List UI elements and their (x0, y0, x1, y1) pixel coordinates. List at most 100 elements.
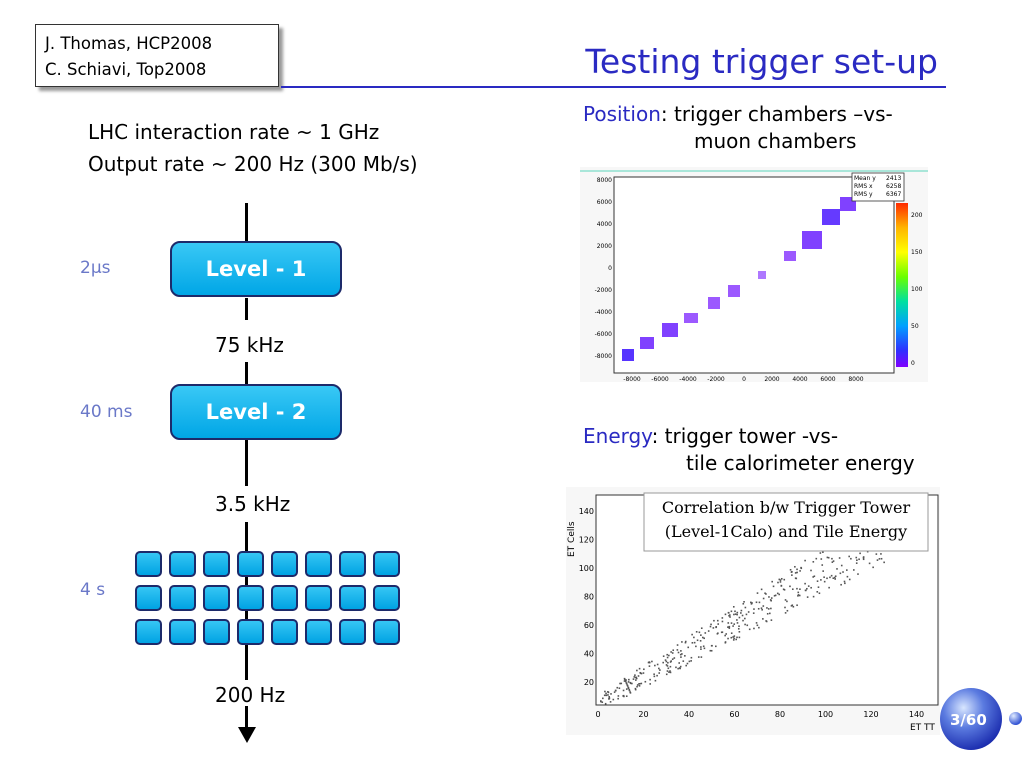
energy-point (747, 611, 750, 613)
energy-point (666, 670, 669, 672)
energy-point (715, 645, 717, 648)
energy-point (855, 556, 858, 559)
energy-point (744, 606, 747, 609)
energy-point (701, 636, 704, 639)
energy-point (684, 655, 686, 657)
farm-node (169, 619, 196, 645)
energy-point (791, 574, 793, 576)
energy-point (755, 601, 758, 604)
energy-point (666, 665, 669, 667)
energy-point (796, 571, 798, 574)
energy-point (750, 603, 753, 605)
position-data-block (708, 297, 720, 309)
energy-point (702, 645, 705, 648)
author-line-1: J. Thomas, HCP2008 (45, 34, 213, 53)
energy-point (829, 576, 831, 579)
position-x-tick: -8000 (623, 376, 641, 382)
energy-point (736, 622, 739, 624)
energy-point (624, 680, 627, 683)
energy-point (843, 580, 846, 583)
energy-point (762, 618, 764, 620)
energy-point (748, 628, 751, 631)
position-x-tick: -4000 (679, 376, 697, 382)
farm-node (203, 619, 230, 645)
energy-point (725, 633, 728, 635)
position-x-ticks: -8000 -6000 -4000 -2000 0 2000 4000 6000 8000 (623, 376, 864, 382)
energy-point (736, 613, 738, 616)
energy-point (679, 667, 681, 670)
energy-point (831, 557, 833, 560)
energy-point (741, 614, 744, 617)
energy-point (727, 626, 729, 628)
energy-point (784, 599, 787, 601)
energy-point (804, 589, 807, 592)
energy-point (721, 617, 724, 619)
energy-point (742, 602, 745, 605)
energy-point (638, 685, 641, 687)
farm-node (305, 619, 332, 645)
energy-point (699, 640, 702, 642)
energy-point (794, 565, 796, 568)
energy-point (736, 619, 738, 621)
level2-latency: 40 ms (80, 402, 133, 422)
energy-point (770, 597, 773, 599)
energy-point (717, 623, 720, 625)
energy-point (826, 556, 829, 559)
energy-point (752, 612, 755, 614)
energy-point (733, 623, 736, 625)
energy-point (653, 673, 655, 676)
energy-correlation-plot: ET Cells ET TT 140 120 100 80 60 40 20 0 20 40 60… (566, 487, 940, 735)
energy-point (604, 690, 606, 693)
energy-point (609, 701, 612, 703)
energy-point (622, 695, 624, 697)
energy-point (789, 568, 792, 571)
energy-point (677, 667, 679, 670)
energy-point (733, 635, 736, 637)
energy-point (812, 561, 815, 563)
energy-y-tick: 120 (579, 536, 594, 545)
energy-point (732, 606, 735, 608)
energy-point (859, 552, 861, 555)
energy-point (617, 695, 620, 697)
energy-point (679, 653, 682, 656)
energy-point (844, 582, 846, 585)
position-data-block (802, 231, 822, 249)
energy-point (770, 619, 773, 621)
energy-point (633, 676, 636, 678)
farm-node (339, 585, 366, 611)
energy-point (716, 619, 719, 622)
energy-point (736, 611, 739, 614)
energy-point (712, 627, 715, 629)
energy-point (762, 605, 765, 607)
energy-point (832, 560, 835, 562)
energy-x-tick: 120 (863, 710, 878, 719)
energy-point (783, 578, 786, 581)
energy-x-tick: 20 (638, 710, 648, 719)
energy-point (833, 576, 836, 579)
energy-point (601, 701, 604, 703)
energy-point (635, 677, 638, 680)
energy-point (780, 577, 783, 580)
color-scale-tick: 0 (911, 360, 915, 367)
farm-node (135, 619, 162, 645)
output-rate-text: Output rate ~ 200 Hz (300 Mb/s) (88, 152, 418, 176)
energy-point (625, 679, 627, 681)
position-y-tick: 0 (608, 265, 612, 272)
energy-point (815, 557, 818, 560)
energy-point (631, 682, 633, 685)
energy-point (658, 667, 660, 670)
rate-after-level1: 75 kHz (215, 333, 284, 357)
position-data-block (728, 285, 740, 297)
energy-point (838, 557, 841, 559)
energy-point (634, 674, 636, 676)
energy-point (878, 558, 881, 560)
energy-point (770, 599, 772, 602)
energy-point (758, 601, 761, 604)
farm-node (339, 619, 366, 645)
farm-node (271, 619, 298, 645)
energy-point (734, 613, 737, 615)
energy-point (675, 666, 677, 669)
energy-x-tick: 140 (909, 710, 924, 719)
energy-point (880, 553, 882, 555)
energy-point (635, 679, 637, 681)
